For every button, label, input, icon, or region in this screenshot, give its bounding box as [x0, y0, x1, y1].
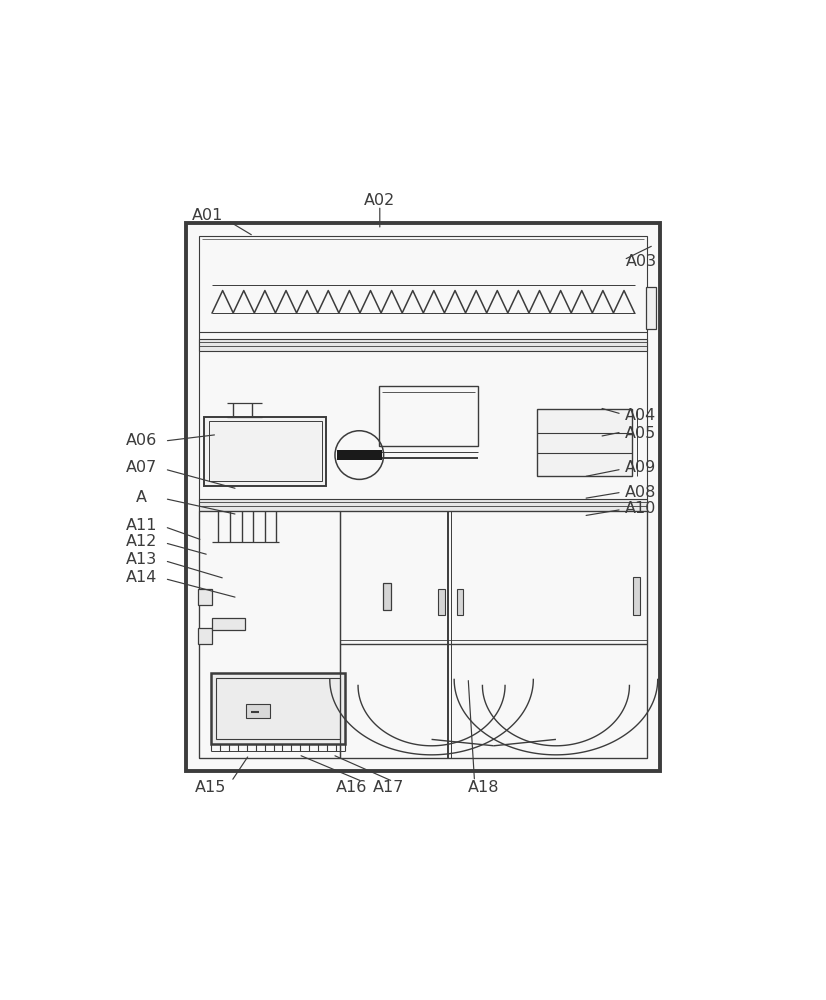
- Text: A02: A02: [364, 193, 396, 208]
- Text: A08: A08: [625, 485, 657, 500]
- Text: A07: A07: [126, 460, 157, 475]
- Text: A17: A17: [373, 780, 404, 795]
- Text: A14: A14: [126, 570, 157, 585]
- Bar: [337, 450, 382, 460]
- Text: A05: A05: [625, 426, 657, 441]
- Text: A12: A12: [126, 534, 157, 549]
- Text: A09: A09: [625, 460, 657, 475]
- Text: A16: A16: [336, 780, 368, 795]
- Bar: [246, 704, 270, 718]
- Text: A18: A18: [468, 780, 499, 795]
- Bar: [198, 589, 212, 605]
- Bar: [340, 511, 648, 758]
- Bar: [646, 287, 657, 329]
- Bar: [199, 511, 340, 758]
- Bar: [199, 236, 648, 758]
- Bar: [457, 589, 463, 615]
- Bar: [634, 577, 639, 615]
- Bar: [204, 417, 326, 486]
- Bar: [439, 589, 445, 615]
- Text: A11: A11: [126, 518, 158, 533]
- Text: A: A: [136, 490, 147, 505]
- Bar: [216, 678, 340, 739]
- Text: A03: A03: [625, 254, 657, 269]
- Bar: [209, 421, 321, 481]
- Text: A15: A15: [195, 780, 226, 795]
- Bar: [212, 618, 245, 630]
- Text: A06: A06: [126, 433, 157, 448]
- Bar: [199, 499, 648, 511]
- Bar: [383, 583, 391, 610]
- Bar: [198, 628, 212, 644]
- Text: A10: A10: [625, 501, 657, 516]
- Text: A13: A13: [126, 552, 157, 567]
- Text: A04: A04: [625, 408, 657, 423]
- Bar: [211, 673, 345, 744]
- Bar: [537, 409, 632, 476]
- Text: A01: A01: [192, 208, 223, 223]
- Bar: [187, 223, 660, 771]
- Bar: [378, 386, 477, 446]
- Bar: [199, 339, 648, 351]
